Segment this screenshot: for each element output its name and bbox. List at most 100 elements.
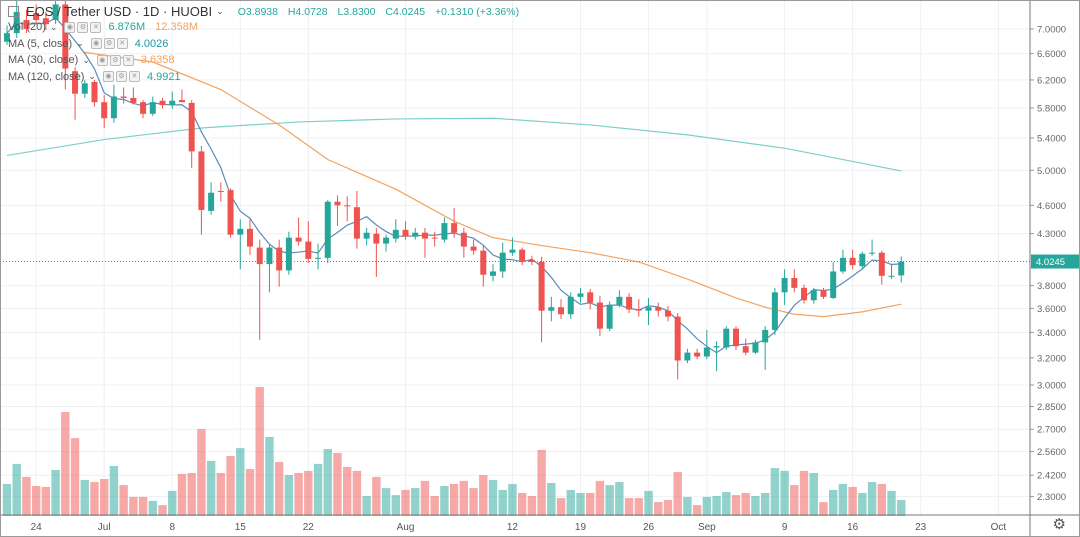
candle bbox=[558, 299, 565, 319]
indicator-row[interactable]: MA (5, close) ⌄ ◉ ⚙ ✕ 4.0026 bbox=[8, 38, 174, 50]
eye-icon[interactable]: ◉ bbox=[90, 38, 102, 49]
y-tick-label: 3.4000 bbox=[1037, 328, 1066, 339]
settings-icon[interactable]: ⚙ bbox=[77, 21, 89, 33]
close-icon[interactable]: ✕ bbox=[128, 71, 140, 82]
settings-icon[interactable]: ⚙ bbox=[103, 38, 115, 49]
candle-body bbox=[52, 4, 59, 21]
candle-body bbox=[42, 18, 49, 25]
candle-body bbox=[266, 247, 273, 265]
volume-bar bbox=[547, 482, 556, 516]
indicator-label[interactable]: MA (120, close) bbox=[8, 70, 85, 83]
candle bbox=[820, 287, 827, 300]
chevron-down-icon[interactable]: ⌄ bbox=[76, 38, 84, 48]
candle bbox=[839, 249, 846, 274]
candle bbox=[616, 290, 623, 308]
volume-bar bbox=[449, 483, 459, 516]
volume-bar bbox=[702, 496, 712, 516]
volume-bar bbox=[236, 448, 245, 516]
y-tick-label: 3.6000 bbox=[1037, 304, 1066, 315]
volume-bar bbox=[741, 492, 750, 516]
candle-body bbox=[353, 207, 360, 239]
change-value: +0.1310 (+3.36%) bbox=[435, 5, 520, 18]
settings-icon[interactable]: ⚙ bbox=[115, 71, 127, 82]
volume-bar bbox=[333, 452, 342, 516]
volume-bar bbox=[294, 472, 303, 516]
x-tick-label: 24 bbox=[31, 522, 43, 533]
candle bbox=[256, 239, 263, 340]
close-icon[interactable]: ✕ bbox=[122, 54, 134, 66]
volume-bar bbox=[576, 492, 585, 516]
indicator-row[interactable]: MA (120, close) ⌄ ◉ ⚙ ✕ 4.9921 bbox=[8, 71, 187, 83]
candle-body bbox=[771, 292, 778, 330]
candle-body bbox=[713, 346, 720, 348]
candle-body bbox=[247, 228, 253, 247]
y-tick-label: 2.5600 bbox=[1037, 447, 1066, 458]
candle bbox=[315, 243, 322, 270]
x-tick-label: 22 bbox=[303, 522, 315, 533]
indicator-label[interactable]: Vol (20) bbox=[8, 21, 46, 33]
volume-bar bbox=[809, 472, 818, 516]
y-tick-label: 5.8000 bbox=[1037, 103, 1066, 114]
close-icon[interactable]: ✕ bbox=[90, 21, 102, 33]
candle bbox=[334, 195, 341, 226]
indicator-label[interactable]: MA (5, close) bbox=[8, 37, 73, 50]
candle-body bbox=[519, 249, 526, 261]
candle bbox=[733, 326, 739, 351]
volume-bar bbox=[654, 502, 663, 516]
volume-bar bbox=[187, 472, 196, 516]
eye-icon[interactable]: ◉ bbox=[102, 71, 114, 82]
gear-icon[interactable]: ⚙ bbox=[1052, 516, 1066, 533]
chevron-down-icon[interactable]: ⌄ bbox=[49, 21, 58, 32]
volume-bar bbox=[634, 498, 643, 516]
candle-body bbox=[587, 292, 594, 303]
square-icon[interactable] bbox=[8, 6, 19, 17]
candle-body bbox=[869, 252, 876, 254]
candle bbox=[149, 96, 156, 116]
chevron-down-icon[interactable]: ⌄ bbox=[88, 71, 96, 81]
y-tick-label: 5.4000 bbox=[1037, 133, 1066, 144]
candle-body bbox=[801, 287, 808, 301]
candle bbox=[421, 227, 428, 258]
volume-bar bbox=[401, 489, 410, 516]
eye-icon[interactable]: ◉ bbox=[96, 54, 108, 66]
candle bbox=[470, 239, 477, 255]
candle-body bbox=[383, 237, 390, 244]
volume-bar bbox=[838, 483, 848, 516]
candle-body bbox=[72, 71, 79, 94]
candle-body bbox=[703, 347, 710, 357]
candle bbox=[684, 348, 691, 364]
candle-body bbox=[898, 261, 905, 276]
volume-bar bbox=[430, 496, 439, 516]
indicator-row[interactable]: MA (30, close) ⌄ ◉ ⚙ ✕ 3.6358 bbox=[8, 54, 181, 66]
candle-body bbox=[781, 277, 788, 293]
eye-icon[interactable]: ◉ bbox=[64, 21, 76, 33]
volume-bar bbox=[168, 490, 177, 516]
volume-bar bbox=[770, 468, 780, 516]
candle bbox=[276, 239, 283, 287]
volume-bar bbox=[391, 495, 400, 516]
settings-icon[interactable]: ⚙ bbox=[109, 54, 121, 66]
indicator-row[interactable]: Vol (20) ⌄ ◉ ⚙ ✕ 6.876M 12.358M bbox=[8, 21, 204, 33]
chevron-down-icon[interactable]: ⌄ bbox=[82, 54, 90, 65]
indicator-label[interactable]: MA (30, close) bbox=[8, 54, 79, 66]
candle bbox=[33, 4, 40, 25]
candle-body bbox=[324, 201, 331, 258]
symbol-title[interactable]: EOS / Tether USD · 1D · HUOBI bbox=[26, 4, 213, 19]
volume-bar bbox=[663, 499, 673, 516]
indicator-value: 12.358M bbox=[155, 21, 198, 33]
candle-body bbox=[859, 253, 866, 267]
chevron-down-icon[interactable]: ⌄ bbox=[216, 6, 224, 16]
candle-body bbox=[752, 342, 759, 353]
candle bbox=[285, 231, 292, 275]
volume-bar bbox=[138, 496, 148, 516]
candle bbox=[130, 87, 137, 105]
volume-bar bbox=[858, 492, 867, 516]
candle-body bbox=[480, 250, 487, 275]
close-icon[interactable]: ✕ bbox=[116, 38, 128, 49]
candle bbox=[402, 221, 409, 240]
candle-body bbox=[558, 307, 565, 315]
volume-bar bbox=[265, 436, 274, 516]
candle bbox=[509, 237, 516, 256]
candle-body bbox=[664, 310, 671, 317]
